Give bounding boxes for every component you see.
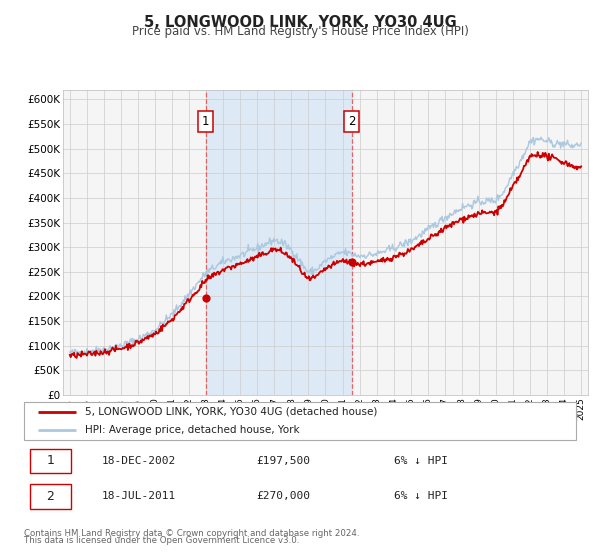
Text: HPI: Average price, detached house, York: HPI: Average price, detached house, York bbox=[85, 425, 299, 435]
Text: 2: 2 bbox=[348, 115, 355, 128]
Text: 6% ↓ HPI: 6% ↓ HPI bbox=[394, 456, 448, 466]
Text: 1: 1 bbox=[46, 454, 54, 468]
Point bbox=[347, 258, 356, 267]
Text: 2: 2 bbox=[46, 489, 54, 503]
Text: This data is licensed under the Open Government Licence v3.0.: This data is licensed under the Open Gov… bbox=[24, 536, 299, 545]
FancyBboxPatch shape bbox=[24, 402, 576, 440]
Text: £197,500: £197,500 bbox=[256, 456, 310, 466]
Text: Price paid vs. HM Land Registry's House Price Index (HPI): Price paid vs. HM Land Registry's House … bbox=[131, 25, 469, 38]
Bar bbox=[205, 90, 352, 395]
Text: 5, LONGWOOD LINK, YORK, YO30 4UG: 5, LONGWOOD LINK, YORK, YO30 4UG bbox=[143, 15, 457, 30]
Text: Contains HM Land Registry data © Crown copyright and database right 2024.: Contains HM Land Registry data © Crown c… bbox=[24, 529, 359, 538]
FancyBboxPatch shape bbox=[29, 484, 71, 508]
Text: 18-DEC-2002: 18-DEC-2002 bbox=[101, 456, 176, 466]
Text: 6% ↓ HPI: 6% ↓ HPI bbox=[394, 491, 448, 501]
Point bbox=[200, 293, 211, 302]
Text: £270,000: £270,000 bbox=[256, 491, 310, 501]
Text: 5, LONGWOOD LINK, YORK, YO30 4UG (detached house): 5, LONGWOOD LINK, YORK, YO30 4UG (detach… bbox=[85, 407, 377, 417]
Text: 1: 1 bbox=[202, 115, 209, 128]
Text: 18-JUL-2011: 18-JUL-2011 bbox=[101, 491, 176, 501]
FancyBboxPatch shape bbox=[29, 449, 71, 473]
